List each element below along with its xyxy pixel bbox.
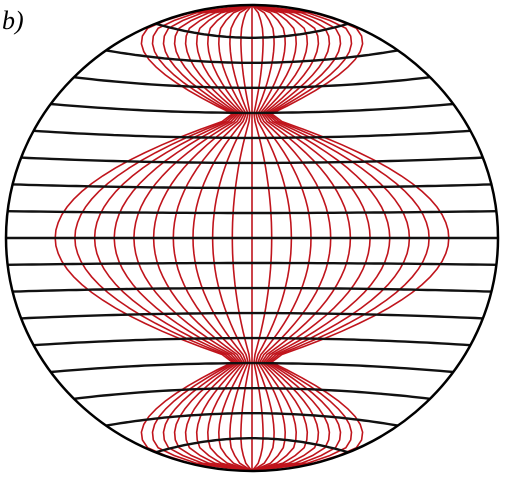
black-latitude-line: [73, 387, 431, 400]
sphere-outline: [4, 3, 500, 473]
black-latitude-line: [73, 76, 431, 89]
black-latitude-line: [50, 361, 454, 374]
black-latitude-line: [7, 261, 497, 266]
black-latitude-line: [12, 286, 492, 293]
black-latitude-line: [12, 183, 492, 190]
black-latitude-line: [33, 336, 471, 347]
black-latitude-line: [33, 129, 471, 140]
black-latitude-line: [105, 412, 399, 427]
black-latitude-line: [105, 49, 399, 64]
black-latitude-lines: [6, 22, 498, 454]
black-latitude-line: [7, 210, 497, 215]
black-latitude-line: [155, 22, 349, 39]
black-latitude-line: [21, 156, 483, 165]
black-latitude-line: [21, 311, 483, 320]
black-latitude-line: [155, 437, 349, 454]
panel-label: b): [2, 6, 24, 35]
black-latitude-line: [50, 102, 454, 115]
